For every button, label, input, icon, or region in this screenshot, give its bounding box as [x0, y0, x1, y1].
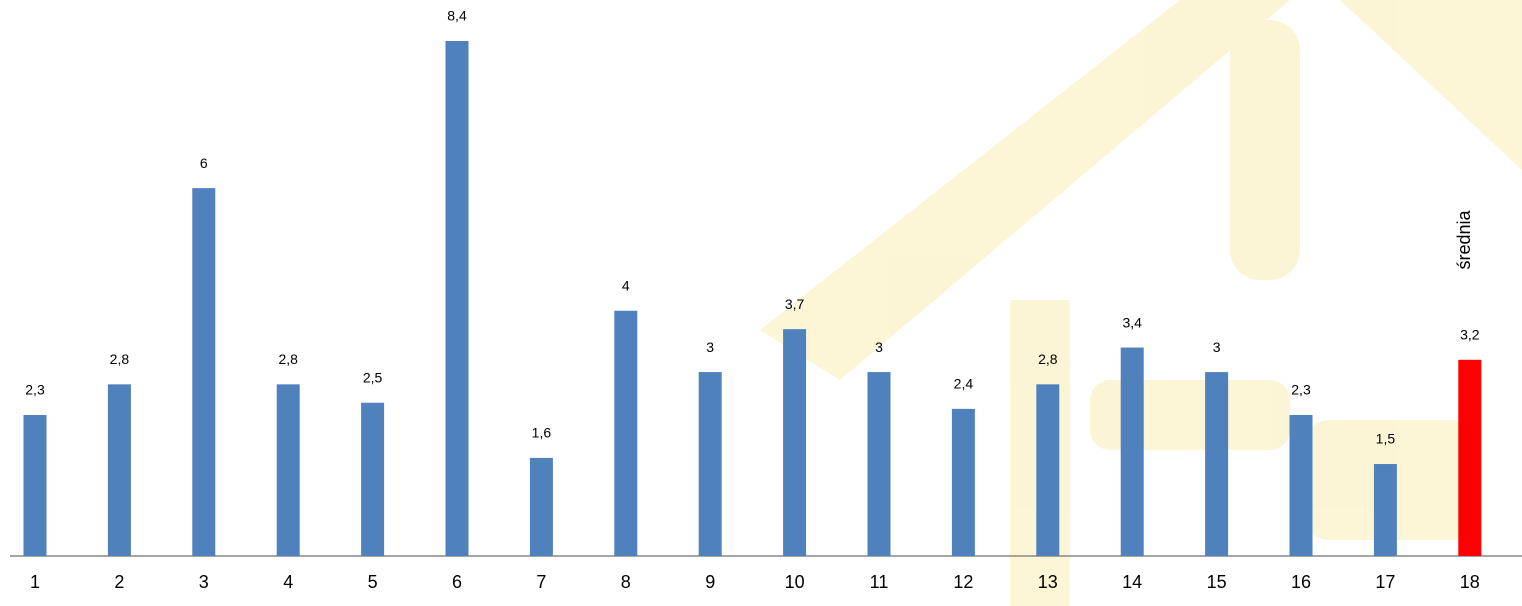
bar: [192, 188, 216, 556]
bar: [107, 384, 131, 556]
value-label: 6: [200, 155, 208, 171]
bar: [1373, 464, 1397, 556]
bar: [951, 408, 975, 556]
value-label: 2,5: [363, 369, 383, 385]
value-label: 3,2: [1460, 327, 1480, 343]
bar: [698, 372, 722, 556]
value-label: 4: [622, 277, 630, 293]
bar: [1289, 414, 1313, 556]
value-label: 2,3: [1291, 382, 1311, 398]
x-tick-label: 9: [705, 572, 715, 592]
bar: [445, 41, 469, 556]
x-tick-label: 16: [1291, 572, 1311, 592]
annotation: średnia: [1454, 209, 1474, 269]
watermark-shape: [1340, 0, 1522, 170]
x-tick-label: 8: [621, 572, 631, 592]
x-tick-label: 1: [30, 572, 40, 592]
bar: [361, 402, 385, 556]
value-label: 8,4: [447, 8, 467, 24]
x-tick-label: 10: [785, 572, 805, 592]
x-tick-label: 12: [953, 572, 973, 592]
x-tick-label: 18: [1460, 572, 1480, 592]
value-label: 3: [1213, 339, 1221, 355]
bar: [1120, 347, 1144, 556]
bar: [1205, 372, 1229, 556]
value-label: 2,3: [25, 382, 45, 398]
value-label: 3: [706, 339, 714, 355]
watermark: [760, 0, 1522, 606]
value-label: 2,8: [1038, 351, 1058, 367]
x-tick-label: 2: [114, 572, 124, 592]
x-tick-label: 14: [1122, 572, 1142, 592]
bar: [23, 414, 47, 556]
x-tick-label: 4: [283, 572, 293, 592]
bar: [614, 310, 638, 556]
watermark-shape: [1090, 380, 1290, 450]
x-tick-label: 7: [536, 572, 546, 592]
x-tick-label: 13: [1038, 572, 1058, 592]
x-tick-label: 17: [1375, 572, 1395, 592]
value-label: 2,8: [278, 351, 298, 367]
x-tick-label: 3: [199, 572, 209, 592]
bar: [867, 372, 891, 556]
watermark-shape: [1230, 20, 1300, 280]
value-label: 2,4: [954, 376, 974, 392]
value-label: 3,4: [1122, 314, 1142, 330]
value-label: 1,5: [1376, 431, 1396, 447]
watermark-shape: [760, 0, 1290, 380]
value-label: 3,7: [785, 296, 805, 312]
x-tick-label: 11: [870, 572, 889, 592]
bar: [276, 384, 300, 556]
bar: [1458, 359, 1482, 556]
bar: [529, 457, 553, 556]
x-tick-label: 15: [1207, 572, 1227, 592]
value-label: 2,8: [110, 351, 130, 367]
bar: [783, 329, 807, 556]
x-tick-label: 5: [368, 572, 378, 592]
x-tick-label: 6: [452, 572, 462, 592]
value-label: 3: [875, 339, 883, 355]
value-label: 1,6: [532, 425, 552, 441]
bar: [1036, 384, 1060, 556]
